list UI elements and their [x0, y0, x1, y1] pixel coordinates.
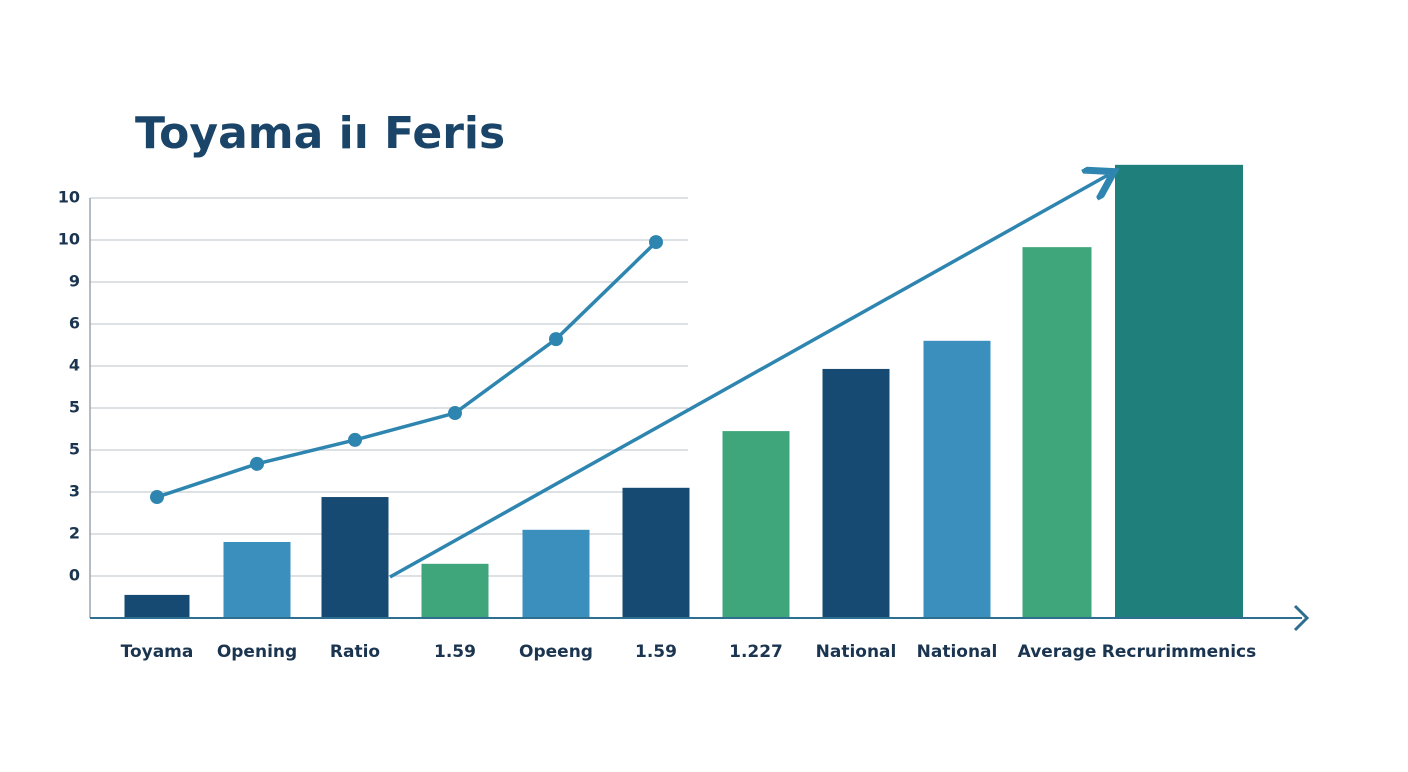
- line-point: [649, 235, 663, 250]
- line: [156, 240, 658, 499]
- x-tick-label: Ratio: [330, 642, 380, 662]
- line-point: [150, 490, 164, 505]
- y-tick-label: 6: [69, 314, 80, 333]
- x-tick-label: Recrurimmenics: [1102, 642, 1256, 662]
- y-tick-label: 5: [69, 440, 80, 459]
- x-tick-label: Opeeng: [519, 642, 593, 662]
- x-tick-label: National: [816, 642, 897, 662]
- x-tick-label: 1.59: [434, 642, 476, 662]
- x-tick-label: 1.227: [729, 642, 783, 662]
- y-tick-label: 0: [69, 566, 80, 585]
- x-tick-label: Average: [1018, 642, 1097, 662]
- bar: [722, 431, 790, 618]
- bar: [622, 487, 690, 618]
- y-tick-label: 10: [58, 188, 80, 207]
- line-point: [348, 432, 362, 447]
- line-point: [448, 406, 462, 421]
- line-point: [549, 332, 563, 347]
- y-tick-label: 9: [69, 272, 80, 291]
- y-tick-label: 2: [69, 524, 80, 543]
- bar: [223, 541, 291, 618]
- bar: [1022, 247, 1092, 618]
- y-tick-label: 10: [58, 230, 80, 249]
- x-tick-label: 1.59: [635, 642, 677, 662]
- y-tick-label: 4: [69, 356, 80, 375]
- bar: [321, 497, 389, 618]
- bar: [822, 368, 890, 618]
- x-tick-label: Opening: [217, 642, 297, 662]
- bar: [522, 529, 590, 618]
- bar: [421, 563, 489, 618]
- bar: [1115, 164, 1243, 618]
- chart-title: Toyama iı Feris: [135, 108, 505, 159]
- x-tick-label: Toyama: [121, 642, 194, 662]
- bar: [923, 340, 991, 618]
- y-tick-label: 5: [69, 398, 80, 417]
- y-tick-label: 3: [69, 482, 80, 501]
- x-tick-label: National: [917, 642, 998, 662]
- bar: [124, 594, 190, 618]
- line-point: [250, 456, 264, 471]
- trend-arrow: [389, 175, 1108, 579]
- x-axis-arrow: [1293, 604, 1310, 632]
